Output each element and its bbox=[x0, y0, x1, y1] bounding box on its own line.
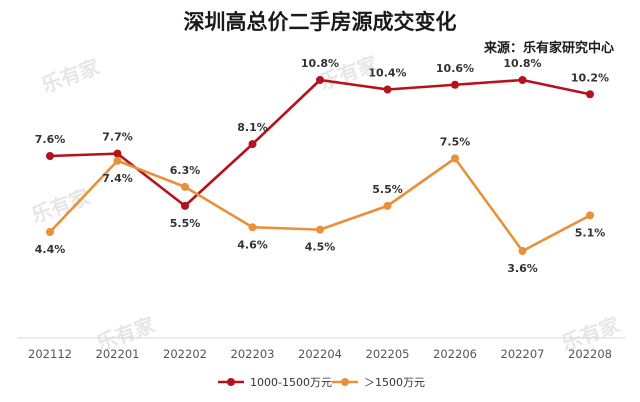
data-label: 5.5% bbox=[372, 183, 403, 196]
x-tick-label: 202207 bbox=[501, 347, 545, 361]
data-point bbox=[248, 140, 257, 149]
data-point bbox=[248, 223, 257, 232]
x-tick-label: 202202 bbox=[163, 347, 207, 361]
x-tick-label: 202206 bbox=[433, 347, 477, 361]
data-point bbox=[383, 85, 392, 94]
data-label: 7.6% bbox=[35, 133, 66, 146]
data-label: 5.1% bbox=[575, 226, 606, 239]
data-label: 4.6% bbox=[237, 238, 268, 251]
data-label: 4.4% bbox=[35, 243, 66, 256]
data-point bbox=[181, 201, 189, 210]
x-tick-label: 202204 bbox=[298, 347, 342, 361]
data-label: 3.6% bbox=[507, 262, 538, 275]
data-point bbox=[46, 152, 54, 160]
x-tick-label: 202205 bbox=[366, 347, 410, 361]
data-point bbox=[113, 149, 122, 158]
data-point bbox=[451, 80, 459, 89]
data-point bbox=[518, 76, 527, 84]
data-point bbox=[451, 154, 459, 163]
data-label: 10.2% bbox=[571, 71, 609, 84]
data-point bbox=[586, 90, 594, 99]
data-label: 8.1% bbox=[237, 121, 268, 134]
data-label: 7.5% bbox=[440, 135, 471, 148]
x-tick-label: 202112 bbox=[28, 347, 72, 361]
x-tick-label: 202201 bbox=[96, 347, 140, 361]
x-tick-label: 202203 bbox=[231, 347, 275, 361]
data-point bbox=[586, 211, 594, 220]
data-point bbox=[316, 76, 324, 84]
legend-label: 1000-1500万元 bbox=[250, 376, 332, 389]
data-label: 5.5% bbox=[170, 217, 201, 230]
legend-label: ＞1500万元 bbox=[364, 376, 425, 389]
x-tick-label: 202208 bbox=[568, 347, 612, 361]
data-point bbox=[383, 201, 392, 210]
data-point bbox=[113, 156, 122, 165]
chart-title: 深圳高总价二手房源成交变化 bbox=[183, 9, 457, 34]
data-point bbox=[181, 182, 189, 191]
data-point bbox=[46, 228, 54, 236]
data-label: 10.8% bbox=[301, 57, 339, 70]
data-label: 10.4% bbox=[368, 67, 406, 80]
data-label: 4.5% bbox=[305, 241, 336, 254]
data-label: 10.8% bbox=[503, 57, 541, 70]
data-label: 6.3% bbox=[170, 164, 201, 177]
data-point bbox=[316, 225, 324, 234]
legend-marker bbox=[341, 378, 349, 386]
chart-source: 来源：乐有家研究中心 bbox=[483, 41, 614, 56]
data-label: 10.6% bbox=[436, 62, 474, 75]
data-label: 7.4% bbox=[102, 172, 133, 185]
data-label: 7.7% bbox=[102, 131, 133, 144]
legend-marker bbox=[227, 378, 235, 386]
data-point bbox=[518, 247, 527, 255]
